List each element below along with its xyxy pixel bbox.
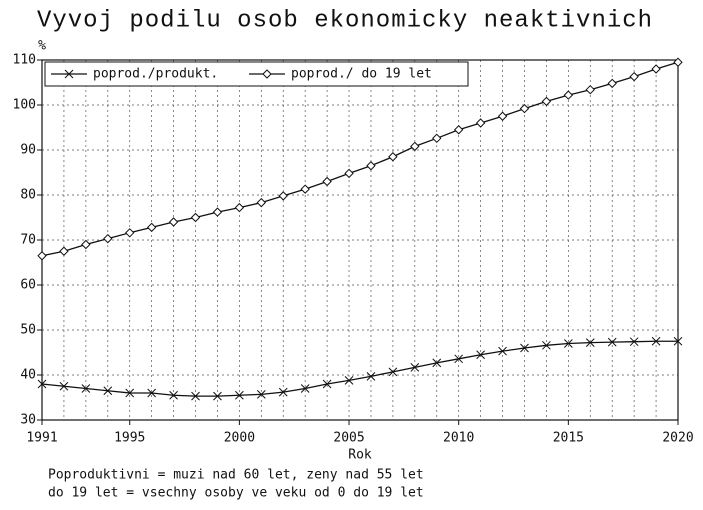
- marker: [520, 343, 529, 353]
- x-tick-label: 1991: [26, 431, 57, 446]
- marker: [103, 386, 113, 396]
- marker: [519, 103, 530, 114]
- marker: [256, 389, 266, 399]
- marker: [410, 362, 420, 372]
- x-tick-label: 2000: [224, 431, 255, 446]
- marker: [81, 384, 91, 393]
- marker: [388, 367, 398, 377]
- marker: [475, 118, 486, 128]
- x-tick-label: 2015: [553, 431, 584, 446]
- marker: [59, 381, 69, 391]
- marker: [322, 379, 332, 389]
- marker: [388, 152, 398, 162]
- marker: [213, 391, 222, 401]
- marker: [190, 212, 201, 223]
- legend-label: poprod./ do 19 let: [291, 67, 432, 82]
- marker: [585, 84, 595, 95]
- marker: [234, 202, 245, 213]
- marker: [541, 96, 552, 107]
- plot-frame: [41, 59, 679, 421]
- marker: [168, 217, 179, 227]
- marker: [629, 71, 639, 82]
- marker: [146, 222, 157, 233]
- marker: [585, 338, 595, 347]
- marker: [191, 391, 200, 401]
- marker: [300, 384, 310, 393]
- x-tick-label: 2020: [662, 431, 693, 446]
- y-tick-label: 30: [20, 413, 36, 428]
- x-tick-label: 2010: [443, 431, 474, 446]
- marker: [344, 168, 354, 179]
- marker: [498, 346, 507, 356]
- x-tick-label: 1995: [114, 431, 145, 446]
- legend-label: poprod./produkt.: [93, 67, 218, 82]
- marker: [607, 78, 617, 89]
- marker: [147, 388, 157, 398]
- y-tick-label: 40: [20, 368, 36, 383]
- marker: [64, 69, 74, 79]
- marker: [278, 191, 288, 201]
- marker: [454, 354, 464, 364]
- marker: [563, 90, 574, 100]
- marker: [607, 337, 617, 347]
- marker: [432, 358, 442, 368]
- y-tick-label: 100: [13, 98, 36, 113]
- marker: [278, 387, 288, 397]
- marker: [344, 376, 354, 385]
- marker: [169, 390, 178, 400]
- marker: [37, 379, 47, 389]
- chart-title: Vyvoj podilu osob ekonomicky neaktivnich: [37, 7, 653, 34]
- marker: [629, 337, 639, 347]
- y-tick-label: 50: [20, 323, 36, 338]
- marker: [235, 390, 244, 400]
- marker: [453, 125, 464, 135]
- marker: [432, 133, 442, 144]
- x-axis-label: Rok: [348, 448, 372, 463]
- marker: [322, 176, 332, 187]
- marker: [59, 246, 69, 256]
- marker: [256, 197, 267, 208]
- marker: [37, 251, 47, 261]
- marker: [651, 64, 661, 74]
- note: Poproduktivni = muzi nad 60 let, zeny na…: [48, 468, 424, 483]
- marker: [300, 184, 310, 194]
- y-tick-label: 70: [20, 233, 36, 248]
- marker: [563, 339, 573, 348]
- marker: [212, 207, 223, 217]
- marker: [651, 336, 661, 346]
- marker: [497, 111, 508, 121]
- marker: [673, 57, 683, 67]
- marker: [410, 141, 420, 152]
- series-line: [41, 61, 679, 257]
- marker: [542, 340, 551, 350]
- note: do 19 let = vsechny osoby ve veku od 0 d…: [48, 486, 424, 501]
- y-axis-label: %: [38, 39, 46, 54]
- marker: [125, 388, 135, 398]
- y-tick-label: 80: [20, 188, 36, 203]
- series-line: [41, 340, 678, 397]
- x-tick-label: 2005: [333, 431, 364, 446]
- marker: [81, 239, 91, 250]
- marker: [125, 228, 135, 238]
- marker: [673, 336, 683, 346]
- marker: [476, 350, 485, 360]
- marker: [366, 371, 376, 381]
- marker: [103, 233, 113, 244]
- marker: [262, 69, 272, 79]
- marker: [366, 161, 376, 171]
- y-tick-label: 90: [20, 143, 36, 158]
- y-tick-label: 110: [13, 53, 36, 68]
- y-tick-label: 60: [20, 278, 36, 293]
